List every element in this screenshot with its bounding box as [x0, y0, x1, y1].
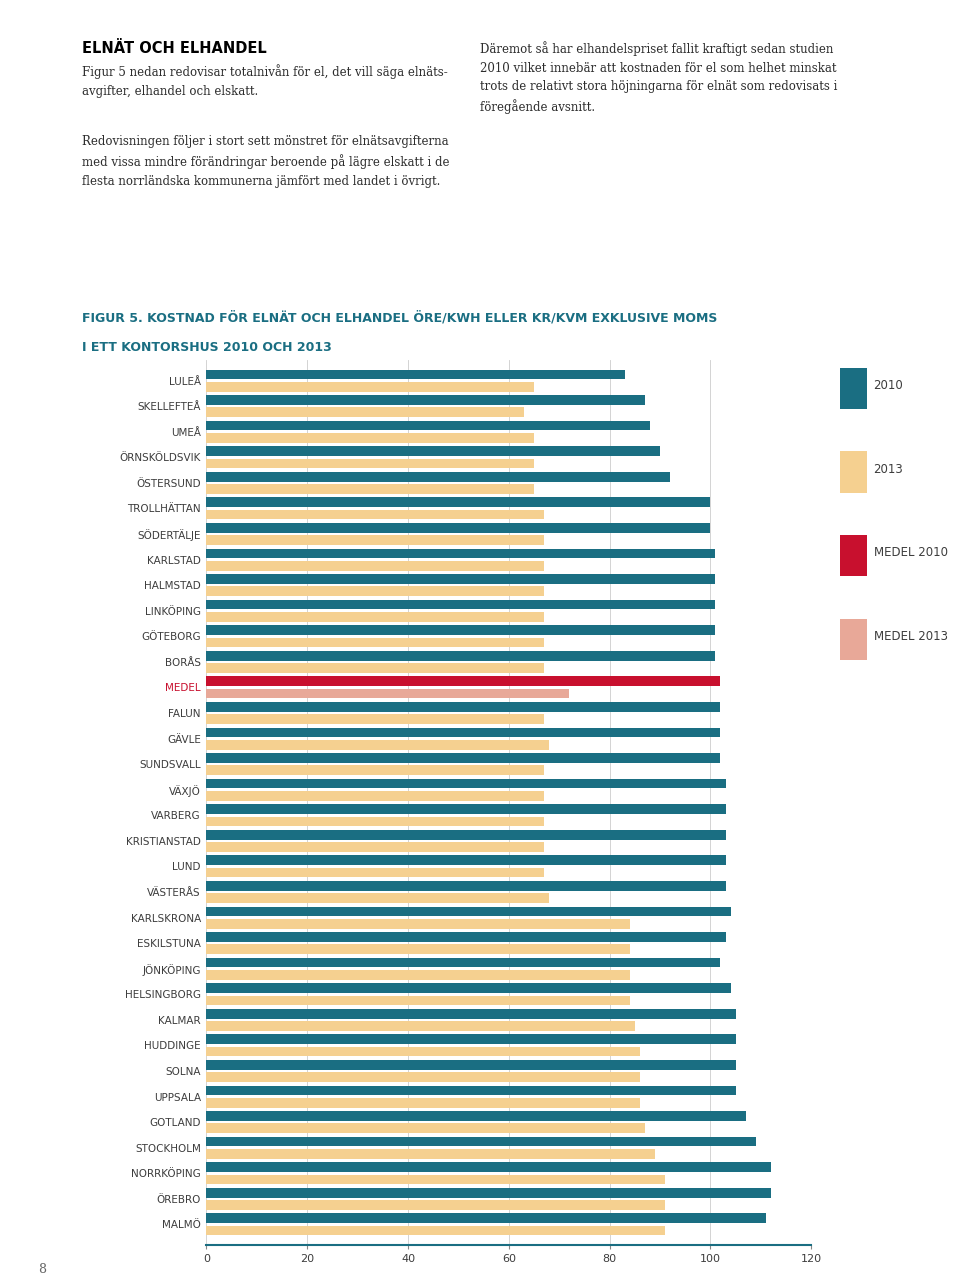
- Bar: [206, 421, 650, 431]
- Bar: [206, 1085, 735, 1096]
- Bar: [206, 1111, 746, 1121]
- Bar: [206, 754, 720, 763]
- Text: MEDEL 2010: MEDEL 2010: [874, 547, 948, 559]
- Bar: [206, 714, 544, 724]
- Bar: [206, 918, 630, 928]
- Bar: [206, 638, 544, 647]
- Bar: [206, 509, 544, 520]
- Text: 2010: 2010: [874, 379, 903, 392]
- Bar: [206, 1073, 639, 1082]
- Bar: [206, 1060, 735, 1070]
- Text: Figur 5 nedan redovisar totalnivån för el, det vill säga elnäts-
avgifter, elhan: Figur 5 nedan redovisar totalnivån för e…: [82, 64, 447, 98]
- Bar: [206, 1008, 735, 1019]
- Bar: [206, 907, 731, 916]
- Bar: [206, 446, 660, 457]
- Bar: [206, 881, 726, 891]
- Bar: [206, 779, 726, 788]
- Bar: [206, 1163, 771, 1172]
- Bar: [206, 1226, 665, 1236]
- Bar: [206, 689, 569, 698]
- Bar: [206, 561, 544, 571]
- Bar: [206, 664, 544, 673]
- Bar: [206, 702, 720, 711]
- Bar: [206, 1098, 639, 1107]
- Bar: [206, 958, 720, 967]
- Bar: [206, 1124, 645, 1133]
- Bar: [206, 842, 544, 851]
- Bar: [206, 395, 645, 405]
- Text: MEDEL 2013: MEDEL 2013: [874, 630, 948, 643]
- Bar: [206, 1200, 665, 1210]
- Bar: [206, 1174, 665, 1184]
- Bar: [206, 995, 630, 1006]
- Bar: [206, 498, 710, 507]
- Bar: [206, 1137, 756, 1146]
- Bar: [206, 574, 715, 584]
- Bar: [206, 369, 625, 379]
- Bar: [206, 791, 544, 801]
- Text: 2013: 2013: [874, 463, 903, 476]
- Bar: [206, 1188, 771, 1197]
- Bar: [206, 829, 726, 840]
- Bar: [206, 625, 715, 635]
- Bar: [206, 472, 670, 481]
- Bar: [206, 984, 731, 993]
- Bar: [206, 484, 534, 494]
- Bar: [206, 868, 544, 877]
- Bar: [206, 651, 715, 661]
- Bar: [206, 894, 549, 903]
- Bar: [206, 739, 549, 750]
- Bar: [206, 765, 544, 775]
- Text: 8: 8: [38, 1263, 46, 1276]
- Bar: [206, 612, 544, 621]
- Bar: [206, 382, 534, 391]
- Bar: [206, 728, 720, 737]
- Bar: [206, 1034, 735, 1044]
- Bar: [206, 932, 726, 941]
- Bar: [206, 599, 715, 610]
- Text: Redovisningen följer i stort sett mönstret för elnätsavgifterna
med vissa mindre: Redovisningen följer i stort sett mönstr…: [82, 135, 449, 188]
- Text: I ETT KONTORSHUS 2010 OCH 2013: I ETT KONTORSHUS 2010 OCH 2013: [82, 341, 331, 354]
- Bar: [206, 433, 534, 442]
- Bar: [206, 1148, 655, 1159]
- Text: Däremot så har elhandelspriset fallit kraftigt sedan studien
2010 vilket innebär: Däremot så har elhandelspriset fallit kr…: [480, 41, 837, 114]
- Bar: [206, 970, 630, 980]
- Bar: [206, 944, 630, 954]
- Bar: [206, 523, 710, 532]
- Bar: [206, 1021, 635, 1031]
- Bar: [206, 535, 544, 545]
- Text: ELNÄT OCH ELHANDEL: ELNÄT OCH ELHANDEL: [82, 41, 266, 57]
- Bar: [206, 817, 544, 826]
- Bar: [206, 855, 726, 865]
- Bar: [206, 804, 726, 814]
- Bar: [206, 586, 544, 597]
- Bar: [206, 408, 524, 417]
- Text: FIGUR 5. KOSTNAD FÖR ELNÄT OCH ELHANDEL ÖRE/KWH ELLER KR/KVM EXKLUSIVE MOMS: FIGUR 5. KOSTNAD FÖR ELNÄT OCH ELHANDEL …: [82, 311, 717, 324]
- Bar: [206, 676, 720, 687]
- Bar: [206, 549, 715, 558]
- Bar: [206, 1047, 639, 1056]
- Bar: [206, 1214, 766, 1223]
- Bar: [206, 459, 534, 468]
